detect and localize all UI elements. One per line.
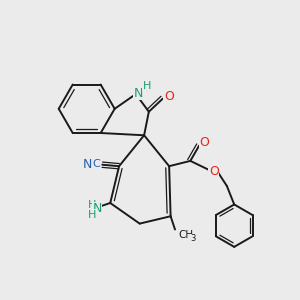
Text: O: O <box>164 90 174 103</box>
Text: O: O <box>209 165 219 178</box>
Text: H: H <box>143 81 151 91</box>
Text: C: C <box>92 159 100 169</box>
Text: N: N <box>83 158 92 171</box>
Text: N: N <box>134 87 143 100</box>
Text: N: N <box>92 202 102 215</box>
Text: O: O <box>200 136 209 149</box>
Text: CH: CH <box>178 230 194 240</box>
Text: H: H <box>88 210 96 220</box>
Text: H: H <box>88 200 96 210</box>
Text: 3: 3 <box>190 234 196 243</box>
